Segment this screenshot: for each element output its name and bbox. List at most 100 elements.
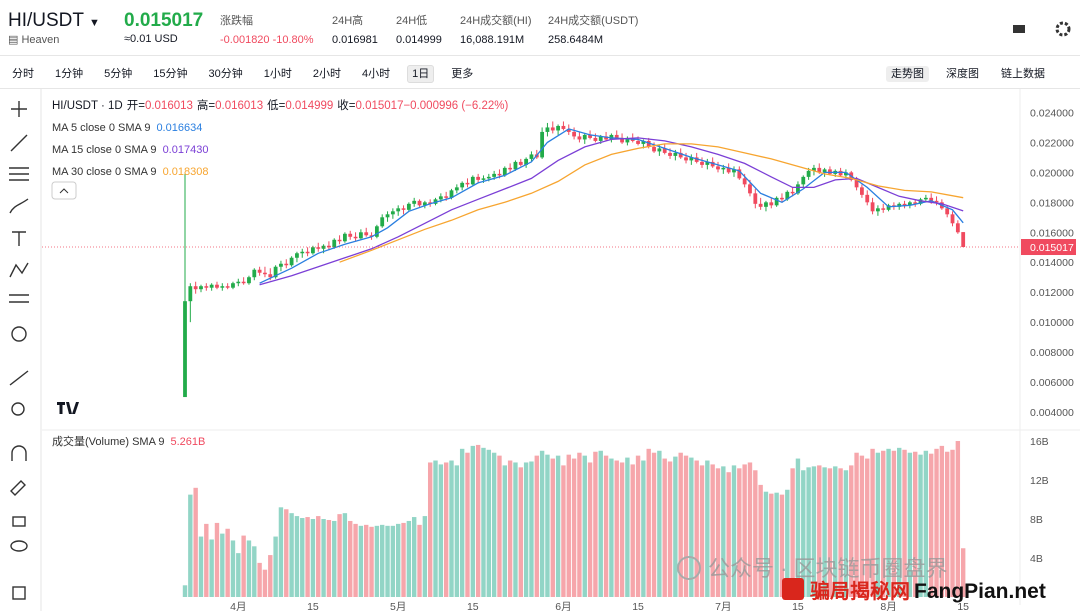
volume-bar	[561, 465, 566, 597]
volume-bar	[353, 523, 358, 597]
candle-body	[497, 173, 502, 176]
volume-bar	[667, 461, 673, 597]
tv-logo-mark	[57, 402, 79, 414]
volume-bar	[571, 458, 577, 597]
icon-emoji[interactable]	[11, 326, 27, 342]
symbol[interactable]: HI/USDT ▼	[8, 10, 100, 31]
legend-name: MA 5 close 0 SMA 9	[52, 122, 150, 134]
volume-bar	[923, 450, 929, 597]
y-tick-label: 0.022000	[1030, 137, 1074, 149]
volume-bar	[715, 468, 721, 597]
volume-bar	[726, 472, 731, 597]
view-tab[interactable]: 链上数据	[1001, 68, 1045, 80]
volume-bar	[801, 470, 806, 597]
interval[interactable]: 更多	[451, 68, 474, 80]
volume-bar	[673, 456, 678, 597]
volume-bar	[401, 522, 406, 597]
last-price: 0.015017	[124, 10, 204, 31]
icon-lock[interactable]	[12, 516, 26, 527]
volume-bar	[475, 444, 481, 597]
volume-bar	[955, 441, 961, 597]
icon-magnet[interactable]	[11, 445, 27, 461]
icon-brush[interactable]	[9, 198, 29, 214]
header: HI/USDT ▼ ▤ Heaven 0.015017 ≈0.01 USD 涨跌…	[0, 0, 1080, 56]
legend-value: 0.016634	[156, 122, 202, 134]
candle-body	[774, 197, 779, 206]
x-tick-label: 15	[307, 601, 319, 611]
price-usd: ≈0.01 USD	[124, 33, 178, 45]
candle-body	[929, 197, 934, 201]
candle-body	[700, 161, 704, 165]
tool-icons[interactable]	[9, 101, 29, 600]
volume-bar	[769, 493, 774, 597]
icon-pattern[interactable]	[9, 262, 29, 278]
candle-body	[279, 263, 283, 267]
candle-body	[710, 161, 715, 167]
legend-name: MA 15 close 0 SMA 9	[52, 144, 157, 156]
icon-zoom[interactable]	[11, 402, 25, 416]
candle-body	[913, 202, 918, 204]
icon-measure-lines[interactable]	[9, 294, 29, 303]
candle-body	[625, 137, 630, 143]
candle-body	[923, 197, 928, 200]
y-tick-label: 0.008000	[1030, 347, 1074, 359]
collapse-button[interactable]	[51, 181, 77, 200]
volume-bar	[625, 457, 630, 597]
icon-eye[interactable]	[10, 540, 28, 552]
volume-bar	[523, 462, 529, 597]
interval[interactable]: 1日	[407, 65, 435, 83]
interval[interactable]: 5分钟	[104, 68, 133, 80]
icon-trash[interactable]	[12, 586, 26, 600]
interval[interactable]: 分时	[12, 68, 34, 80]
candle-body	[652, 146, 656, 152]
icon-text[interactable]	[12, 231, 26, 246]
candle-body	[332, 239, 337, 248]
candle-body	[476, 176, 481, 180]
volume-bar	[731, 465, 737, 597]
volume-sma: 5.261B	[170, 436, 205, 448]
interval[interactable]: 4小时	[362, 68, 391, 80]
view-tab[interactable]: 走势图	[886, 66, 929, 82]
volume-bar	[929, 453, 934, 597]
view-tab[interactable]: 深度图	[946, 68, 979, 80]
candle-body	[358, 232, 363, 239]
icon-lines[interactable]	[9, 167, 29, 181]
interval[interactable]: 30分钟	[208, 68, 243, 80]
volume-bar	[507, 460, 513, 597]
candle-body	[955, 223, 960, 233]
candle-body	[684, 157, 688, 161]
candle-body	[918, 199, 923, 204]
source-text: Heaven	[21, 34, 60, 46]
volume-bar	[742, 464, 747, 597]
icon-cross[interactable]	[11, 101, 27, 117]
volume-bar	[705, 460, 710, 597]
volume-bar	[486, 449, 492, 597]
candle-body	[321, 245, 326, 249]
interval[interactable]: 1小时	[263, 68, 292, 80]
interval[interactable]: 15分钟	[153, 68, 188, 80]
volume-bar	[332, 520, 337, 597]
interval[interactable]: 1分钟	[55, 68, 84, 80]
volume-bar	[316, 516, 321, 597]
icon-lock-draw[interactable]	[10, 480, 26, 496]
interval[interactable]: 2小时	[312, 68, 341, 80]
candle-body	[860, 187, 864, 195]
collapse-icon[interactable]	[59, 188, 69, 194]
legend-value: 0.017430	[163, 144, 209, 156]
last-price-tag	[1021, 239, 1076, 256]
volume-bar	[859, 455, 865, 597]
volume-bar	[406, 520, 412, 597]
icon-line[interactable]	[10, 134, 28, 152]
volume-bar	[300, 518, 305, 597]
symbol-text[interactable]: HI/USDT	[8, 10, 84, 31]
ma-line	[339, 143, 964, 263]
candle-body	[662, 148, 667, 153]
volume-bar	[960, 548, 966, 597]
candle-body	[668, 152, 672, 156]
icon-layout[interactable]	[1013, 25, 1025, 33]
stat-value: 16,088.191M	[460, 34, 525, 46]
candle-body	[524, 158, 529, 165]
icon-ruler[interactable]	[9, 370, 29, 386]
icon-settings[interactable]	[1055, 21, 1071, 37]
volume-bar	[699, 465, 705, 597]
